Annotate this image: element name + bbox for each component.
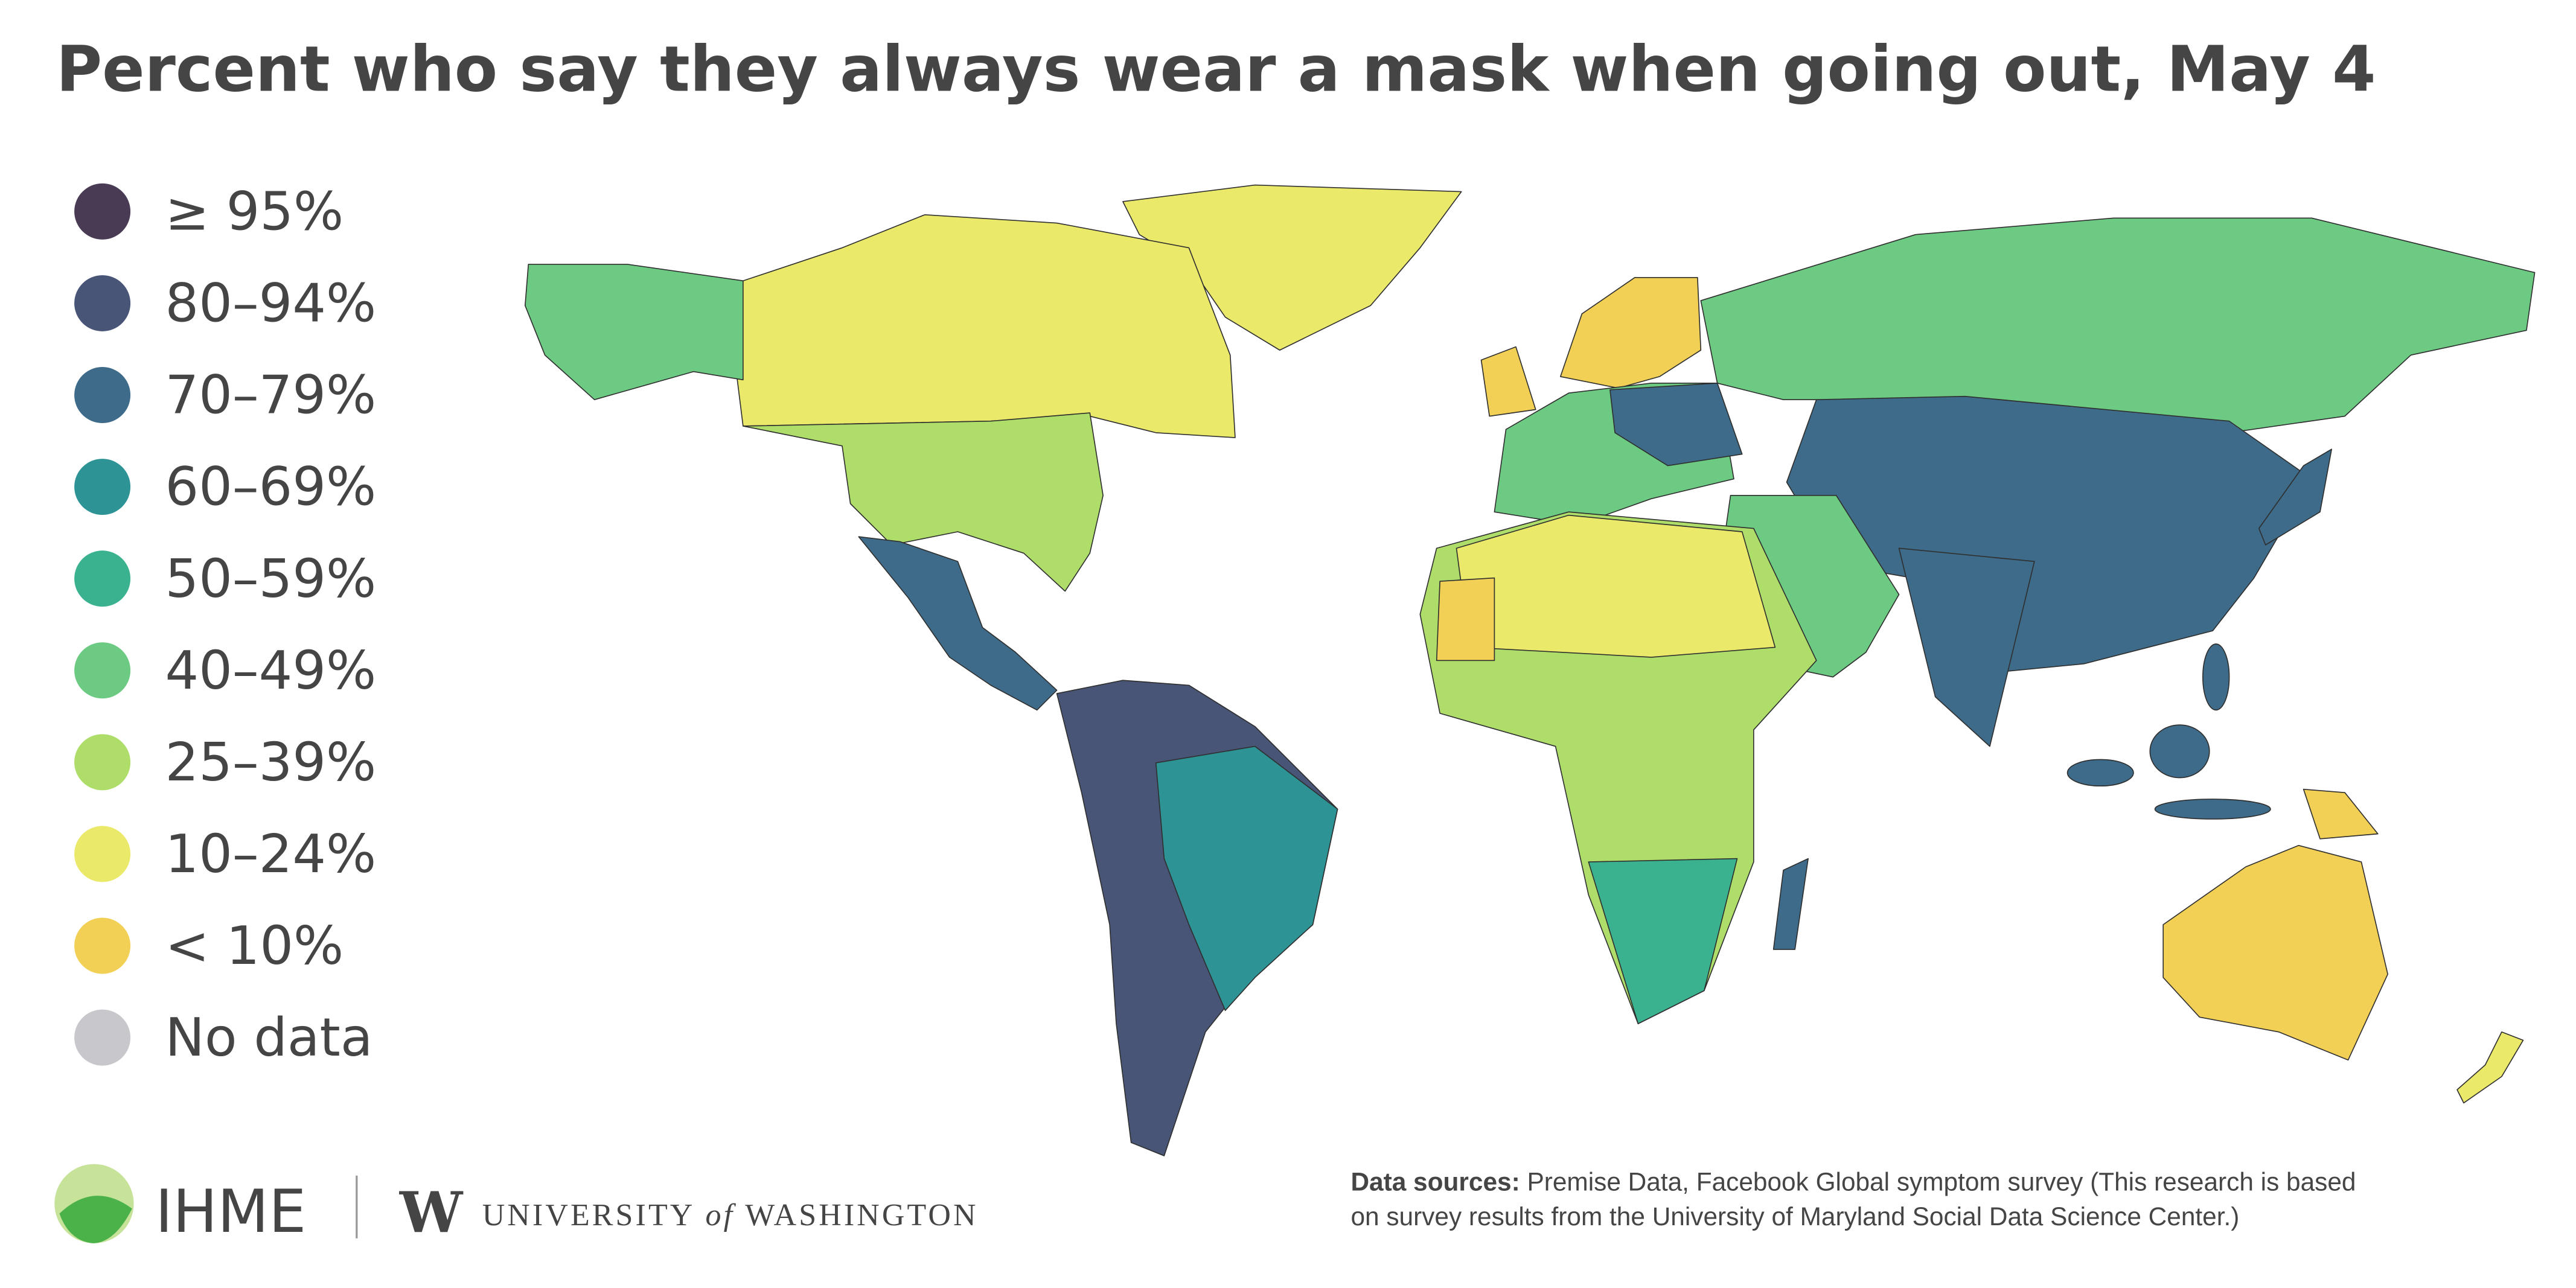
united-states bbox=[743, 412, 1104, 592]
legend-label: 70–79% bbox=[165, 365, 377, 426]
western-sahara bbox=[1436, 577, 1495, 662]
ihme-name: IHME bbox=[155, 1178, 306, 1246]
legend-swatch bbox=[74, 826, 131, 882]
legend-swatch bbox=[74, 734, 131, 791]
papua-new-guinea bbox=[2303, 788, 2379, 840]
sources-text: Premise Data, Facebook Global symptom su… bbox=[1527, 1167, 2356, 1196]
data-sources: Data sources: Premise Data, Facebook Glo… bbox=[1350, 1167, 2356, 1230]
world-map bbox=[524, 184, 2536, 1156]
legend-label: 50–59% bbox=[165, 548, 377, 610]
legend-swatch bbox=[74, 367, 131, 424]
japan bbox=[2258, 448, 2333, 546]
uw-name-part: UNIVERSITY bbox=[482, 1198, 695, 1232]
title: Percent who say they always wear a mask … bbox=[56, 33, 2376, 106]
sulawesi-java bbox=[2154, 799, 2271, 820]
legend-label: 80–94% bbox=[165, 273, 377, 334]
uw-name: UNIVERSITY of WASHINGTON bbox=[482, 1198, 979, 1232]
uw-mark: W bbox=[399, 1179, 464, 1245]
southern-africa bbox=[1588, 858, 1738, 1024]
uw-name-part: WASHINGTON bbox=[745, 1198, 978, 1232]
indonesia-west bbox=[2066, 759, 2134, 787]
legend-label: < 10% bbox=[165, 915, 344, 977]
legend-swatch bbox=[74, 917, 131, 974]
legend-swatch bbox=[74, 550, 131, 607]
legend: ≥ 95% 80–94% 70–79% 60–69% 50–59% 40–49% 25–39… bbox=[74, 180, 376, 1068]
legend-label: ≥ 95% bbox=[165, 180, 344, 242]
united-kingdom bbox=[1480, 346, 1536, 417]
new-zealand bbox=[2456, 1031, 2524, 1104]
legend-swatch bbox=[74, 459, 131, 515]
uw-name-part: of bbox=[706, 1198, 737, 1232]
legend-label: 10–24% bbox=[165, 823, 377, 885]
canada bbox=[732, 214, 1236, 438]
legend-swatch bbox=[74, 642, 131, 699]
sources-label: Data sources: bbox=[1350, 1167, 1520, 1196]
legend-swatch bbox=[74, 183, 131, 240]
mexico-central-america bbox=[858, 536, 1058, 711]
india bbox=[1898, 547, 2035, 747]
russia bbox=[1700, 217, 2536, 433]
legend-label: 40–49% bbox=[165, 640, 377, 701]
philippines bbox=[2202, 643, 2230, 711]
alaska bbox=[524, 264, 744, 401]
legend-label: 25–39% bbox=[165, 732, 377, 793]
borneo bbox=[2149, 724, 2210, 779]
legend-label: No data bbox=[165, 1007, 373, 1068]
north-africa bbox=[1456, 514, 1776, 658]
australia bbox=[2162, 844, 2389, 1061]
uw-logo: W UNIVERSITY of WASHINGTON bbox=[399, 1179, 979, 1245]
ihme-logo: IHME bbox=[54, 1164, 306, 1246]
eastern-europe bbox=[1609, 383, 1743, 467]
legend-label: 60–69% bbox=[165, 456, 377, 518]
ihme-logo-leaf bbox=[59, 1196, 132, 1243]
madagascar bbox=[1772, 858, 1809, 950]
sources-line: on survey results from the University of… bbox=[1350, 1202, 2239, 1231]
sources-line: Data sources: Premise Data, Facebook Glo… bbox=[1350, 1167, 2356, 1196]
legend-swatch bbox=[74, 275, 131, 331]
scandinavia bbox=[1559, 276, 1702, 389]
legend-swatch bbox=[74, 1009, 131, 1066]
brazil bbox=[1155, 745, 1338, 1012]
